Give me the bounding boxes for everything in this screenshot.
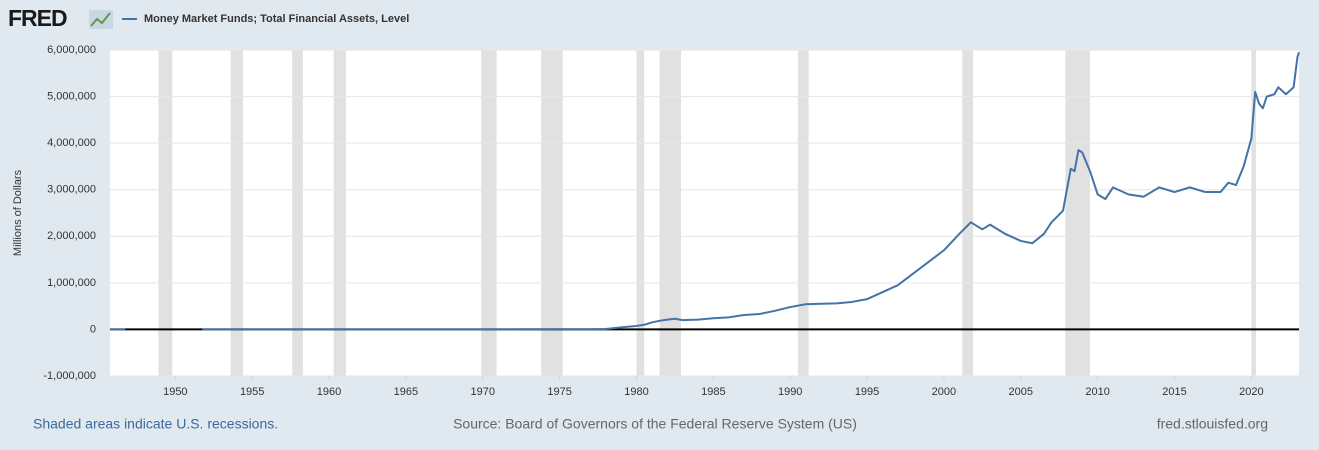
y-tick-label: 3,000,000 bbox=[47, 184, 96, 196]
recession-band bbox=[230, 50, 243, 376]
recession-band bbox=[636, 50, 645, 376]
y-tick-label: -1,000,000 bbox=[43, 370, 96, 382]
recession-band bbox=[292, 50, 303, 376]
x-tick-label: 2005 bbox=[1009, 386, 1033, 398]
x-tick-label: 2010 bbox=[1085, 386, 1109, 398]
x-tick-label: 1990 bbox=[778, 386, 802, 398]
x-tick-label: 2000 bbox=[932, 386, 956, 398]
recession-note[interactable]: Shaded areas indicate U.S. recessions. bbox=[33, 416, 278, 432]
y-tick-label: 6,000,000 bbox=[47, 44, 96, 56]
site-link[interactable]: fred.stlouisfed.org bbox=[1157, 416, 1268, 432]
series-line bbox=[110, 52, 1300, 331]
plot-area bbox=[110, 50, 1299, 376]
recession-band bbox=[962, 50, 974, 376]
y-tick-label: 0 bbox=[90, 323, 96, 335]
logo-icon bbox=[89, 10, 113, 29]
y-tick-label: 2,000,000 bbox=[47, 230, 96, 242]
logo: FRED bbox=[8, 5, 67, 31]
recession-band bbox=[1065, 50, 1090, 376]
legend-label: Money Market Funds; Total Financial Asse… bbox=[144, 13, 409, 25]
recession-band bbox=[158, 50, 173, 376]
y-axis-label: Millions of Dollars bbox=[12, 169, 24, 256]
x-tick-label: 1975 bbox=[547, 386, 571, 398]
y-tick-label: 4,000,000 bbox=[47, 137, 96, 149]
recession-band bbox=[797, 50, 809, 376]
x-tick-label: 1960 bbox=[317, 386, 341, 398]
recession-band bbox=[333, 50, 346, 376]
recession-band bbox=[659, 50, 682, 376]
x-tick-label: 1950 bbox=[163, 386, 187, 398]
y-tick-label: 5,000,000 bbox=[47, 90, 96, 102]
x-tick-label: 2020 bbox=[1239, 386, 1263, 398]
x-tick-label: 1965 bbox=[394, 386, 418, 398]
source: Source: Board of Governors of the Federa… bbox=[453, 416, 857, 432]
x-tick-label: 1995 bbox=[855, 386, 879, 398]
x-tick-label: 1985 bbox=[701, 386, 725, 398]
recession-band bbox=[1251, 50, 1256, 376]
x-tick-label: 1955 bbox=[240, 386, 264, 398]
y-tick-label: 1,000,000 bbox=[47, 277, 96, 289]
x-tick-label: 1980 bbox=[624, 386, 648, 398]
recession-band bbox=[541, 50, 563, 376]
x-tick-label: 1970 bbox=[471, 386, 495, 398]
x-tick-label: 2015 bbox=[1162, 386, 1186, 398]
recession-band bbox=[481, 50, 497, 376]
